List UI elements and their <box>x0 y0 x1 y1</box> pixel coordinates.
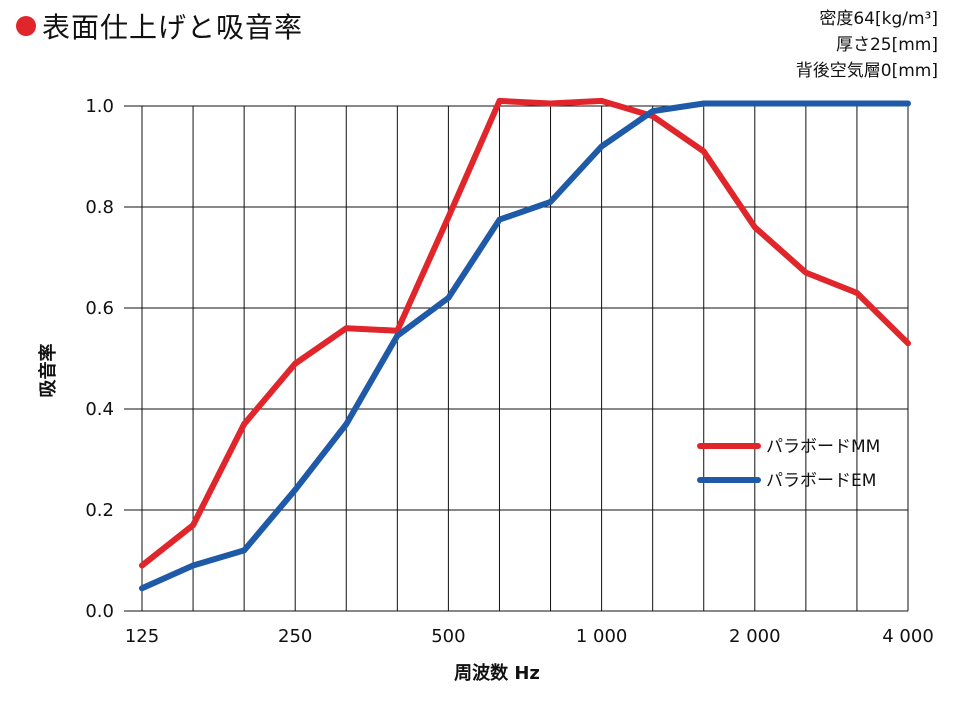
series-line-em <box>139 100 911 592</box>
x-tick-label: 4 000 <box>882 626 934 647</box>
y-axis-label: 吸音率 <box>37 344 59 398</box>
x-tick-label: 250 <box>278 626 312 647</box>
y-tick-label: 0.2 <box>85 500 114 521</box>
bullet-dot-icon <box>16 16 36 36</box>
specs-block: 密度64[kg/m³] 厚さ25[mm] 背後空気層0[mm] <box>796 6 938 84</box>
y-tick-label: 1.0 <box>85 96 114 117</box>
x-tick-label: 500 <box>431 626 465 647</box>
spec-density: 密度64[kg/m³] <box>819 9 938 29</box>
title-text: 表面仕上げと吸音率 <box>42 11 304 44</box>
chart-title: 表面仕上げと吸音率 <box>16 6 303 46</box>
spec-air-gap: 背後空気層0[mm] <box>795 61 938 81</box>
x-tick-label: 125 <box>125 626 159 647</box>
x-tick-label: 2 000 <box>729 626 781 647</box>
legend-label: パラボードMM <box>766 437 880 457</box>
series-line-mm <box>139 97 911 569</box>
y-tick-label: 0.8 <box>85 197 114 218</box>
y-tick-label: 0.6 <box>85 298 114 319</box>
legend-label: パラボードEM <box>766 471 876 491</box>
y-tick-label: 0.4 <box>85 399 114 420</box>
x-axis-label: 周波数 Hz <box>454 662 540 684</box>
spec-thickness: 厚さ25[mm] <box>835 35 938 55</box>
y-tick-label: 0.0 <box>85 601 114 622</box>
x-tick-label: 1 000 <box>576 626 628 647</box>
